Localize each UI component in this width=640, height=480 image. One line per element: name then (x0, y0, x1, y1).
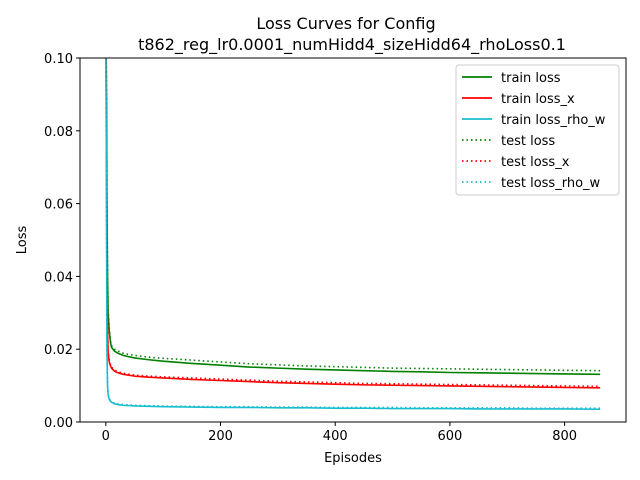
series-line-5 (105, 58, 601, 388)
legend-frame (455, 64, 620, 196)
chart-title-line2: t862_reg_lr0.0001_numHidd4_sizeHidd64_rh… (138, 35, 566, 55)
series-line-2 (105, 58, 601, 389)
legend-label: test loss (501, 134, 555, 149)
x-tick-label: 800 (552, 429, 577, 444)
x-tick-label: 0 (102, 429, 110, 444)
x-axis-label: Episodes (324, 451, 382, 466)
y-axis-label: Loss (15, 226, 30, 255)
y-tick-label: 0.10 (44, 52, 73, 67)
y-tick-label: 0.04 (44, 270, 73, 285)
series-line-1 (105, 58, 601, 376)
series-line-4 (105, 58, 601, 372)
legend-label: train loss (501, 71, 561, 86)
legend-label: train loss_rho_w (501, 113, 606, 128)
x-tick-label: 200 (208, 429, 233, 444)
series-line-6 (105, 58, 601, 409)
series-layer (105, 58, 601, 411)
x-axis-ticks: 0 200 400 600 800 (102, 422, 577, 444)
y-tick-label: 0.00 (44, 416, 73, 431)
legend-label: train loss_x (501, 92, 575, 107)
y-tick-label: 0.02 (44, 343, 73, 358)
y-tick-label: 0.06 (44, 198, 73, 213)
plot-area-frame (79, 57, 627, 423)
legend-label: test loss_x (501, 155, 570, 170)
y-tick-label: 0.08 (44, 125, 73, 140)
legend-label: test loss_rho_w (501, 176, 601, 191)
series-line-3 (105, 58, 601, 411)
x-tick-label: 400 (323, 429, 348, 444)
chart-title-line1: Loss Curves for Config (256, 14, 435, 33)
x-tick-label: 600 (438, 429, 463, 444)
y-axis-ticks: 0.00 0.02 0.04 0.06 0.08 0.10 (44, 52, 80, 431)
